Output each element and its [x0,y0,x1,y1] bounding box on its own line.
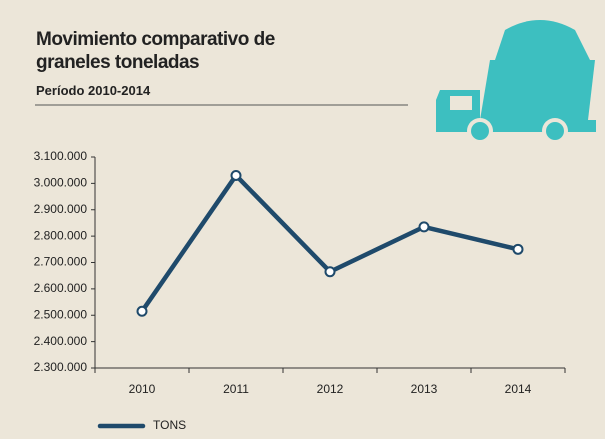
y-tick-label: 3.100.000 [34,149,88,163]
y-tick-label: 2.300.000 [34,360,88,374]
y-tick-label: 2.800.000 [34,228,88,242]
y-tick-label: 2.900.000 [34,202,88,216]
point-marker [230,169,242,181]
y-tick-label: 2.400.000 [34,334,88,348]
y-tick-label: 2.600.000 [34,281,88,295]
point-marker [136,305,148,317]
truck-icon [436,20,596,144]
x-tick-label: 2014 [505,382,532,396]
x-tick-label: 2013 [411,382,438,396]
series-line [140,173,519,313]
legend-label: TONS [153,418,186,432]
chart-subtitle: Período 2010-2014 [36,83,151,98]
chart-title: Movimiento comparativo de graneles tonel… [36,29,275,73]
x-tick-label: 2010 [129,382,156,396]
y-tick-label: 2.700.000 [34,255,88,269]
x-tick-label: 2011 [223,382,249,396]
point-marker [324,266,336,278]
y-tick-label: 3.000.000 [34,176,88,190]
x-tick-label: 2012 [317,382,344,396]
y-tick-label: 2.500.000 [34,307,88,321]
point-marker [512,243,524,255]
point-marker [418,221,430,233]
